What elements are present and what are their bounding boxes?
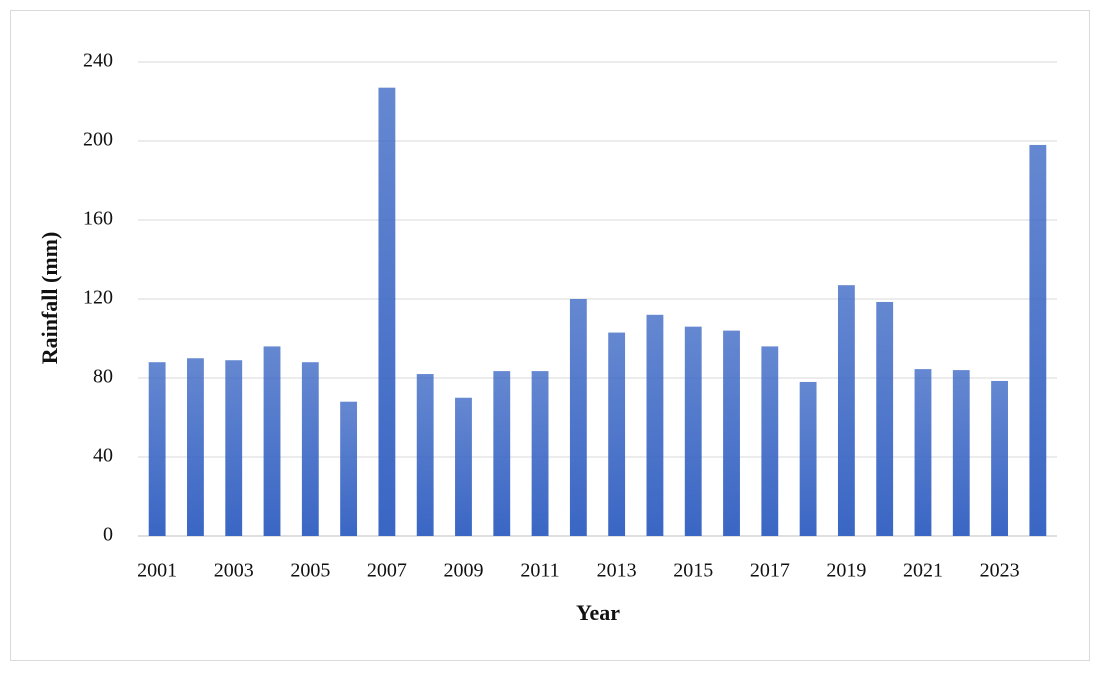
x-tick-label: 2019 xyxy=(826,560,866,582)
x-tick-label: 2015 xyxy=(673,560,713,582)
bar xyxy=(646,314,664,536)
x-tick-label: 2023 xyxy=(980,560,1020,582)
x-tick-label: 2009 xyxy=(443,560,483,582)
x-tick-label: 2017 xyxy=(750,560,790,582)
bar xyxy=(340,401,358,536)
y-tick-label: 160 xyxy=(83,208,113,230)
y-tick-label: 120 xyxy=(83,287,113,309)
bar xyxy=(914,369,932,536)
x-tick-label: 2005 xyxy=(290,560,330,582)
bar xyxy=(952,370,970,536)
y-tick-label: 80 xyxy=(93,366,113,388)
bar xyxy=(837,285,855,536)
bar xyxy=(493,371,511,536)
bar xyxy=(263,346,281,536)
y-tick-label: 200 xyxy=(83,129,113,151)
x-tick-label: 2013 xyxy=(597,560,637,582)
bar xyxy=(569,299,587,536)
y-axis-title: Rainfall (mm) xyxy=(37,232,62,365)
bar xyxy=(225,360,243,536)
bar xyxy=(991,380,1008,536)
chart-frame xyxy=(10,10,1090,661)
x-tick-label: 2011 xyxy=(520,560,559,582)
bar xyxy=(416,374,434,536)
bar xyxy=(378,87,396,537)
bar xyxy=(455,397,472,536)
x-tick-label: 2001 xyxy=(137,560,177,582)
bar xyxy=(148,362,166,536)
bar xyxy=(876,301,894,536)
bar xyxy=(531,371,549,536)
bar xyxy=(608,332,626,536)
bar xyxy=(799,381,817,536)
bar xyxy=(761,346,779,536)
x-axis-title: Year xyxy=(576,600,620,625)
x-tick-label: 2003 xyxy=(214,560,254,582)
bar xyxy=(187,358,204,536)
y-tick-label: 240 xyxy=(83,50,113,72)
x-tick-label: 2021 xyxy=(903,560,943,582)
bar xyxy=(684,326,702,536)
y-tick-label: 40 xyxy=(93,445,113,467)
bar xyxy=(1029,144,1047,536)
bar xyxy=(301,362,319,536)
y-tick-label: 0 xyxy=(103,524,113,546)
bar xyxy=(723,330,740,536)
x-tick-label: 2007 xyxy=(367,560,407,582)
